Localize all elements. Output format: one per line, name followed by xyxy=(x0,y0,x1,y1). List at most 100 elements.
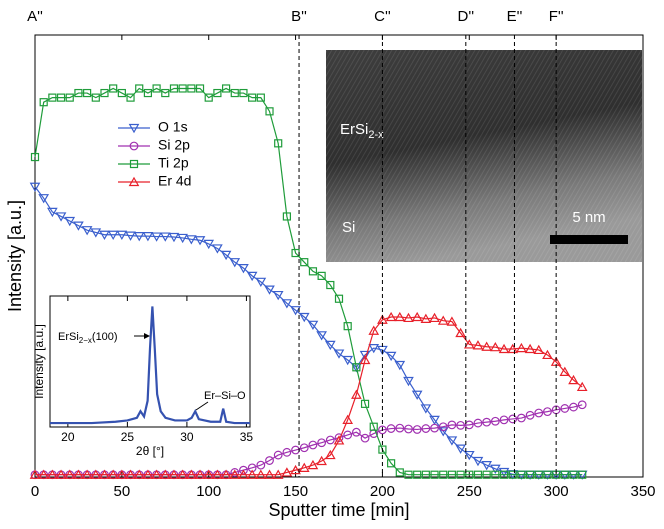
marker xyxy=(368,344,380,354)
marker xyxy=(230,88,239,98)
marker xyxy=(99,230,110,240)
marker xyxy=(177,233,188,244)
marker xyxy=(342,414,354,424)
marker xyxy=(577,400,587,410)
legend-label: Er 4d xyxy=(158,173,191,189)
marker xyxy=(385,351,397,362)
marker xyxy=(456,470,465,479)
marker xyxy=(324,449,336,460)
reference-label: E'' xyxy=(507,8,523,25)
marker xyxy=(298,312,310,323)
marker xyxy=(387,459,396,468)
marker xyxy=(168,232,180,243)
series-line xyxy=(50,306,250,425)
marker xyxy=(194,469,206,479)
marker xyxy=(290,464,301,475)
marker xyxy=(300,258,309,267)
marker xyxy=(490,341,501,352)
marker xyxy=(169,84,179,93)
marker xyxy=(578,470,587,479)
marker xyxy=(394,360,406,371)
marker xyxy=(74,88,83,98)
x-tick-label: 35 xyxy=(240,430,254,444)
marker xyxy=(230,468,240,477)
x-tick-label: 250 xyxy=(457,483,482,500)
marker xyxy=(178,84,187,93)
marker xyxy=(481,341,492,351)
marker xyxy=(220,250,232,261)
marker xyxy=(299,443,309,453)
marker xyxy=(351,389,362,399)
marker xyxy=(151,469,162,479)
marker xyxy=(265,107,274,116)
marker xyxy=(316,331,327,341)
marker xyxy=(534,470,543,479)
marker xyxy=(30,152,40,162)
marker xyxy=(264,469,275,479)
marker xyxy=(472,456,484,467)
marker xyxy=(38,194,50,204)
marker xyxy=(307,459,319,470)
marker xyxy=(272,290,284,301)
marker xyxy=(246,469,258,479)
marker xyxy=(543,470,552,479)
marker xyxy=(238,469,249,479)
y-axis-label: Intensity [a.u.] xyxy=(5,200,25,312)
marker xyxy=(490,464,501,474)
marker xyxy=(360,399,370,408)
marker xyxy=(482,417,492,427)
marker xyxy=(64,216,76,227)
marker xyxy=(90,228,102,238)
marker xyxy=(129,141,139,151)
marker xyxy=(38,469,50,479)
marker xyxy=(159,469,171,479)
reference-label: A'' xyxy=(27,8,43,25)
marker xyxy=(560,470,569,479)
marker xyxy=(369,422,378,431)
marker xyxy=(420,313,432,323)
marker xyxy=(420,404,432,414)
inset-data: 20 25 30 35 2θ [°] Intensity [a.u.] xyxy=(32,296,253,458)
marker xyxy=(524,343,536,354)
marker xyxy=(352,363,361,372)
marker xyxy=(47,469,58,479)
legend-label: Ti 2p xyxy=(158,155,189,171)
marker xyxy=(472,340,484,350)
annotation-sub: 2−x xyxy=(79,336,92,345)
marker xyxy=(403,312,414,323)
marker xyxy=(326,280,335,290)
marker xyxy=(378,445,387,454)
marker xyxy=(239,88,248,98)
marker xyxy=(128,123,140,134)
marker xyxy=(508,414,518,424)
reference-label: C'' xyxy=(374,8,391,25)
marker xyxy=(125,469,136,479)
marker xyxy=(473,418,483,428)
marker xyxy=(290,306,301,316)
marker xyxy=(308,267,318,276)
marker xyxy=(411,311,423,322)
marker xyxy=(213,88,222,98)
marker xyxy=(568,374,579,385)
marker xyxy=(47,207,58,218)
marker xyxy=(411,390,423,400)
marker xyxy=(359,354,371,365)
marker xyxy=(543,407,552,417)
reference-label: D'' xyxy=(458,8,475,25)
marker xyxy=(498,467,510,478)
marker xyxy=(281,299,293,309)
annotation-arrowhead xyxy=(144,333,150,339)
marker xyxy=(404,424,413,434)
marker xyxy=(516,342,527,353)
marker xyxy=(308,440,318,450)
marker xyxy=(135,84,144,93)
marker xyxy=(438,422,448,432)
x-tick-label: 0 xyxy=(31,483,39,500)
marker xyxy=(439,470,448,479)
marker xyxy=(264,285,275,295)
marker xyxy=(298,462,310,472)
marker xyxy=(116,230,128,240)
marker xyxy=(455,444,466,454)
marker xyxy=(274,139,283,148)
